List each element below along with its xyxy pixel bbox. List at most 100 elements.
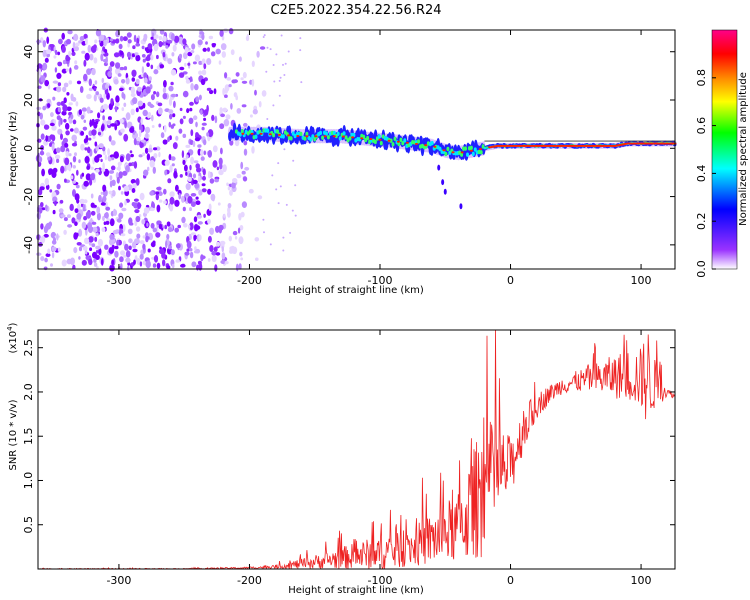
noise-blob [100, 105, 104, 112]
noise-blob [209, 227, 215, 235]
noise-blob [53, 237, 56, 242]
noise-blob [170, 93, 177, 98]
noise-blob [76, 169, 79, 176]
noise-blob [257, 195, 263, 200]
noise-blob [45, 184, 50, 190]
noise-blob [153, 43, 159, 52]
noise-blob [190, 129, 194, 137]
noise-blob [44, 79, 50, 87]
noise-blob [87, 44, 92, 53]
noise-blob [174, 199, 180, 207]
noise-blob [190, 83, 194, 91]
signal-core-mid [366, 135, 370, 141]
noise-blob [158, 223, 163, 230]
noise-blob [73, 46, 80, 52]
noise-blob [234, 236, 238, 240]
noise-blob [192, 179, 198, 184]
signal-core-mid [272, 133, 276, 138]
noise-blob [170, 81, 174, 86]
signal-core-mid [446, 146, 450, 152]
noise-blob [141, 66, 145, 74]
noise-blob [88, 137, 92, 141]
noise-blob [108, 190, 113, 195]
noise-blob [172, 142, 178, 150]
noise-blob [158, 248, 165, 255]
noise-blob [40, 133, 45, 140]
noise-blob [137, 100, 143, 107]
noise-dot [269, 48, 272, 51]
noise-dot [294, 184, 297, 187]
noise-dot [284, 62, 287, 65]
noise-blob [89, 247, 93, 251]
noise-blob [235, 263, 239, 272]
colorbar-ticks: 0.0 0.2 0.4 0.6 0.8 [695, 69, 716, 278]
noise-blob [223, 214, 226, 218]
noise-blob [193, 115, 198, 120]
noise-dot [280, 34, 283, 37]
colorbar: 0.0 0.2 0.4 0.6 0.8 Normalized spectral ampl… [695, 29, 749, 278]
noise-blob [162, 51, 166, 58]
noise-blob [78, 109, 83, 116]
noise-blob [229, 189, 233, 196]
noise-blob [153, 254, 159, 263]
noise-dot [279, 185, 282, 188]
noise-blob [196, 214, 202, 219]
noise-blob [49, 122, 55, 127]
noise-blob [78, 40, 83, 44]
noise-blob [98, 143, 104, 149]
noise-blob [173, 170, 178, 179]
noise-blob [73, 127, 79, 134]
y-tick-label: 1.0 [22, 472, 35, 490]
noise-blob [63, 97, 67, 104]
noise-blob [78, 159, 81, 164]
noise-blob [168, 109, 174, 114]
noise-blob [113, 52, 120, 58]
noise-blob [147, 43, 153, 50]
noise-blob [224, 94, 228, 98]
noise-blob [152, 263, 157, 268]
noise-blob [200, 254, 204, 262]
signal-core-mid [460, 152, 464, 157]
noise-blob [241, 104, 247, 108]
noise-blob [237, 227, 241, 234]
noise-blob [178, 72, 185, 78]
noise-blob [211, 43, 216, 48]
noise-blob [249, 114, 253, 118]
signal-core-red [396, 140, 400, 143]
noise-blob [211, 255, 217, 263]
signal-core-red [442, 149, 446, 152]
noise-blob [146, 62, 150, 67]
noise-blob [163, 80, 167, 88]
noise-blob [106, 37, 110, 44]
noise-blob [189, 101, 194, 106]
signal-core-mid [397, 141, 401, 147]
colorbar-tick-label: 0.2 [695, 212, 708, 230]
noise-blob [72, 97, 77, 102]
noise-blob [153, 153, 158, 159]
noise-blob [183, 223, 188, 228]
noise-blob [200, 109, 203, 115]
noise-dot [273, 80, 276, 83]
noise-blob [86, 165, 90, 170]
noise-blob [131, 69, 137, 78]
noise-blob [243, 122, 248, 127]
noise-blob [219, 240, 226, 246]
noise-blob [219, 29, 224, 37]
noise-blob [163, 188, 167, 195]
noise-blob [184, 47, 189, 54]
noise-blob [52, 209, 56, 215]
noise-blob [63, 229, 67, 235]
noise-blob [131, 77, 136, 82]
noise-blob [110, 165, 116, 171]
noise-blob [124, 120, 127, 129]
noise-blob [42, 40, 46, 48]
signal-core-mid [336, 131, 340, 136]
noise-blob [111, 244, 115, 251]
noise-blob [227, 206, 231, 214]
noise-blob [54, 67, 58, 73]
noise-blob [102, 215, 105, 221]
noise-blob [117, 73, 122, 77]
noise-blob [243, 140, 248, 146]
noise-blob [198, 175, 201, 183]
